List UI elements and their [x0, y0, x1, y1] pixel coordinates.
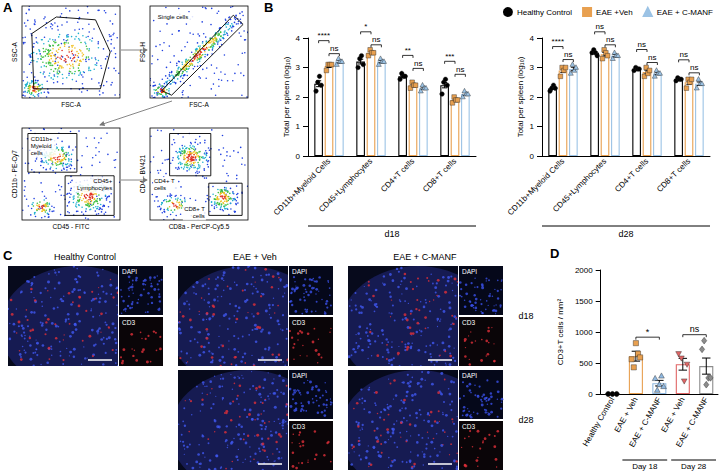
- svg-text:2: 2: [296, 93, 301, 102]
- html-text:A: A: [3, 0, 13, 15]
- svg-text:CD4+T cells: CD4+T cells: [379, 157, 416, 194]
- html-text:C: C: [3, 248, 13, 263]
- svg-text:ns: ns: [690, 324, 700, 334]
- svg-text:Healthy Control: Healthy Control: [54, 252, 116, 262]
- svg-text:ns: ns: [372, 35, 380, 44]
- html-text:B: B: [264, 0, 274, 15]
- svg-text:Single cells: Single cells: [158, 14, 188, 20]
- svg-text:CD3+T cells / mm²: CD3+T cells / mm²: [556, 299, 565, 366]
- svg-text:Day 18: Day 18: [632, 462, 658, 471]
- svg-text:****: ****: [552, 37, 564, 46]
- svg-text:2: 2: [530, 93, 535, 102]
- svg-text:EAE + C-MANF: EAE + C-MANF: [674, 396, 710, 449]
- html-text:D: D: [550, 246, 560, 261]
- svg-text:DAPI: DAPI: [462, 372, 477, 379]
- svg-text:CD3: CD3: [292, 423, 305, 430]
- svg-text:EAE + C-MANF: EAE + C-MANF: [393, 252, 457, 262]
- svg-text:2000: 2000: [575, 266, 593, 275]
- svg-text:CD8+T cells: CD8+T cells: [655, 157, 692, 194]
- svg-text:d18: d18: [518, 311, 533, 321]
- svg-text:EAE + Veh: EAE + Veh: [233, 252, 277, 262]
- svg-text:0: 0: [296, 152, 301, 161]
- svg-text:EAE + Veh: EAE + Veh: [612, 395, 640, 434]
- svg-text:CD11b+Myeloid Cells: CD11b+Myeloid Cells: [505, 156, 567, 218]
- svg-text:****: ****: [318, 31, 330, 40]
- svg-text:CD45 - FITC: CD45 - FITC: [53, 223, 90, 230]
- svg-text:CD3: CD3: [292, 319, 305, 326]
- svg-text:ns: ns: [456, 65, 464, 74]
- svg-text:CD8+ Tcells: CD8+ Tcells: [184, 206, 205, 219]
- svg-text:***: ***: [445, 52, 454, 61]
- svg-text:Day 28: Day 28: [681, 462, 707, 471]
- svg-text:Total per spleen (log₁₀): Total per spleen (log₁₀): [282, 56, 291, 137]
- svg-text:CD11b - PE-Cy7: CD11b - PE-Cy7: [11, 150, 19, 198]
- svg-text:**: **: [405, 46, 411, 55]
- svg-text:ns: ns: [330, 44, 338, 53]
- svg-text:1: 1: [530, 122, 535, 131]
- svg-text:CD8a - PerCP-Cy5.5: CD8a - PerCP-Cy5.5: [169, 223, 230, 231]
- svg-text:3: 3: [296, 63, 301, 72]
- svg-text:4: 4: [296, 34, 301, 43]
- svg-text:EAE + C-MANF: EAE + C-MANF: [657, 8, 713, 17]
- svg-text:FSC-H: FSC-H: [139, 42, 146, 62]
- svg-text:FSC-A: FSC-A: [189, 101, 209, 108]
- svg-text:CD45+Lymphocytes: CD45+Lymphocytes: [77, 178, 113, 191]
- svg-text:CD3: CD3: [462, 319, 475, 326]
- svg-text:500: 500: [579, 359, 593, 368]
- svg-text:*: *: [646, 327, 650, 337]
- svg-text:CD8+T cells: CD8+T cells: [421, 157, 458, 194]
- svg-text:ns: ns: [564, 50, 572, 59]
- svg-text:CD3: CD3: [122, 319, 135, 326]
- svg-text:CD4+T cells: CD4+T cells: [613, 157, 650, 194]
- svg-text:EAE +Veh: EAE +Veh: [596, 8, 633, 17]
- svg-text:0: 0: [530, 152, 535, 161]
- svg-text:DAPI: DAPI: [122, 268, 137, 275]
- svg-text:CD4+ Tcells: CD4+ Tcells: [154, 178, 175, 191]
- svg-text:EAE + C-MANF: EAE + C-MANF: [627, 396, 663, 449]
- svg-text:CD4 - BV421: CD4 - BV421: [139, 154, 146, 193]
- svg-text:FSC-A: FSC-A: [61, 101, 81, 108]
- svg-text:SSC-A: SSC-A: [11, 41, 18, 62]
- svg-text:EAE + Veh: EAE + Veh: [659, 395, 687, 434]
- svg-text:DAPI: DAPI: [292, 268, 307, 275]
- svg-text:ns: ns: [638, 40, 646, 49]
- svg-text:Healthy Control: Healthy Control: [581, 396, 616, 448]
- svg-text:d18: d18: [384, 229, 399, 239]
- svg-text:DAPI: DAPI: [292, 372, 307, 379]
- svg-text:ns: ns: [606, 35, 614, 44]
- svg-text:CD3: CD3: [462, 423, 475, 430]
- svg-text:1: 1: [296, 122, 301, 131]
- svg-text:d28: d28: [518, 415, 533, 425]
- svg-text:0: 0: [588, 390, 593, 399]
- svg-text:Healthy Control: Healthy Control: [517, 8, 572, 17]
- svg-text:4: 4: [530, 34, 535, 43]
- svg-text:d28: d28: [618, 229, 633, 239]
- svg-text:ns: ns: [596, 22, 604, 31]
- svg-text:CD11b+Myeloid Cells: CD11b+Myeloid Cells: [271, 156, 333, 218]
- svg-text:CD45+Lymphocytes: CD45+Lymphocytes: [551, 157, 608, 214]
- svg-text:ns: ns: [648, 53, 656, 62]
- svg-text:Total per spleen (log₁₀): Total per spleen (log₁₀): [516, 56, 525, 137]
- svg-text:DAPI: DAPI: [462, 268, 477, 275]
- svg-text:ns: ns: [414, 59, 422, 68]
- svg-text:3: 3: [530, 63, 535, 72]
- svg-text:CD11b+Myeloidcells: CD11b+Myeloidcells: [31, 136, 53, 156]
- svg-text:1000: 1000: [575, 328, 593, 337]
- svg-text:CD45+Lymphocytes: CD45+Lymphocytes: [317, 157, 374, 214]
- svg-text:ns: ns: [690, 63, 698, 72]
- svg-text:*: *: [364, 22, 367, 31]
- svg-text:ns: ns: [680, 50, 688, 59]
- svg-text:1500: 1500: [575, 297, 593, 306]
